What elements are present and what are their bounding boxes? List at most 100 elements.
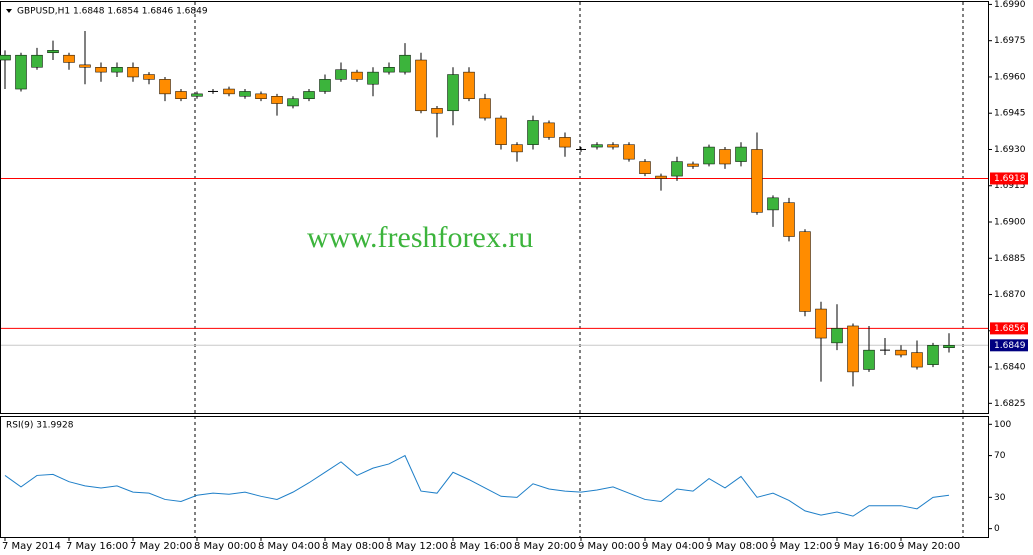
candle-body — [143, 74, 155, 80]
candle-body — [623, 144, 635, 160]
x-tick-label: 8 May 20:00 — [514, 541, 576, 552]
candle-body — [607, 144, 619, 148]
y-tick-label: 1.6870 — [994, 290, 1026, 300]
candle-body — [735, 146, 747, 162]
candle-body — [415, 59, 427, 112]
candle-body — [335, 69, 347, 80]
candle-body — [863, 349, 875, 370]
candle-body — [191, 93, 203, 97]
candle-body — [527, 120, 539, 145]
rsi-panel — [0, 416, 989, 538]
candle-body — [399, 54, 411, 73]
candle-body — [943, 345, 955, 348]
candle-body — [847, 325, 859, 373]
level-label-box — [990, 322, 1028, 335]
candle-body — [159, 79, 171, 95]
main-panel — [0, 1, 989, 414]
y-tick-label: 1.6915 — [994, 181, 1026, 191]
y-tick-label: 1.6960 — [994, 72, 1026, 82]
candle-body — [799, 231, 811, 312]
x-tick-label: 9 May 12:00 — [770, 541, 832, 552]
candle-body — [255, 93, 267, 99]
candle-body — [303, 91, 315, 99]
candle-body — [767, 197, 779, 211]
candle-body — [815, 308, 827, 339]
candle-body — [703, 146, 715, 165]
y-tick-label: 0 — [994, 524, 1000, 534]
candle-body — [319, 79, 331, 92]
y-tick-label: 1.6825 — [994, 399, 1026, 409]
chart-title: GBPUSD,H1 1.6848 1.6854 1.6846 1.6849 — [17, 7, 208, 17]
bid-label-box — [990, 339, 1028, 352]
candle-body — [47, 50, 59, 54]
x-tick-label: 8 May 08:00 — [322, 541, 384, 552]
candle-body — [127, 67, 139, 78]
x-tick-label: 8 May 12:00 — [386, 541, 448, 552]
candle-body — [831, 328, 843, 344]
candle-body — [719, 149, 731, 165]
candle-body — [895, 349, 907, 356]
x-tick-label: 9 May 08:00 — [706, 541, 768, 552]
candle-body — [543, 122, 555, 138]
watermark: www.freshforex.ru — [307, 221, 533, 254]
candle-body — [927, 345, 939, 365]
candle-body — [751, 149, 763, 213]
candle-body — [655, 175, 667, 179]
y-tick-label: 70 — [994, 451, 1006, 461]
candle-body — [63, 54, 75, 63]
x-tick-label: 8 May 16:00 — [450, 541, 512, 552]
candle-body — [31, 54, 43, 68]
x-tick-label: 9 May 16:00 — [834, 541, 896, 552]
x-tick-label: 9 May 00:00 — [578, 541, 640, 552]
y-tick-label: 1.6975 — [994, 36, 1026, 46]
candle-body — [639, 161, 651, 174]
x-tick-label: 7 May 16:00 — [66, 541, 128, 552]
level-label: 1.6856 — [994, 324, 1026, 334]
candle-body — [463, 71, 475, 99]
bid-label: 1.6849 — [994, 341, 1026, 351]
candle-body — [495, 117, 507, 145]
candle-body — [591, 144, 603, 148]
x-tick-label: 8 May 04:00 — [258, 541, 320, 552]
candle-body — [783, 202, 795, 237]
x-tick-label: 8 May 00:00 — [194, 541, 256, 552]
candle-body — [559, 137, 571, 148]
candle-body — [223, 88, 235, 95]
candle-body — [95, 67, 107, 73]
candle-body — [431, 108, 443, 114]
candle-body — [511, 144, 523, 153]
candle-body — [911, 352, 923, 368]
rsi-title: RSI(9) 31.9928 — [6, 421, 74, 431]
candle-body — [479, 98, 491, 119]
y-tick-label: 1.6840 — [994, 363, 1026, 373]
candle-body — [239, 91, 251, 97]
candle-body — [79, 64, 91, 68]
y-tick-label: 1.6885 — [994, 254, 1026, 264]
rsi-line — [4, 454, 950, 517]
x-tick-label: 9 May 20:00 — [898, 541, 960, 552]
candle-body — [271, 96, 283, 104]
candle-body — [351, 71, 363, 80]
candle-body — [111, 67, 123, 73]
x-tick-label: 7 May 2014 — [2, 541, 61, 552]
y-tick-label: 1.6900 — [994, 218, 1026, 228]
candle-body — [0, 54, 11, 61]
y-tick-label: 1.6945 — [994, 109, 1026, 119]
candle-body — [671, 161, 683, 177]
candle-body — [287, 98, 299, 107]
y-tick-label: 100 — [994, 420, 1011, 430]
y-tick-label: 1.6990 — [994, 0, 1026, 10]
candle-body — [367, 71, 379, 85]
level-label: 1.6918 — [994, 174, 1026, 184]
x-tick-label: 9 May 04:00 — [642, 541, 704, 552]
candle-body — [383, 67, 395, 73]
level-label-box — [990, 172, 1028, 185]
candle-body — [687, 163, 699, 167]
x-tick-label: 7 May 20:00 — [130, 541, 192, 552]
candle-body — [175, 91, 187, 99]
y-tick-label: 30 — [994, 493, 1006, 503]
dropdown-icon — [6, 9, 12, 13]
candle-body — [447, 74, 459, 112]
